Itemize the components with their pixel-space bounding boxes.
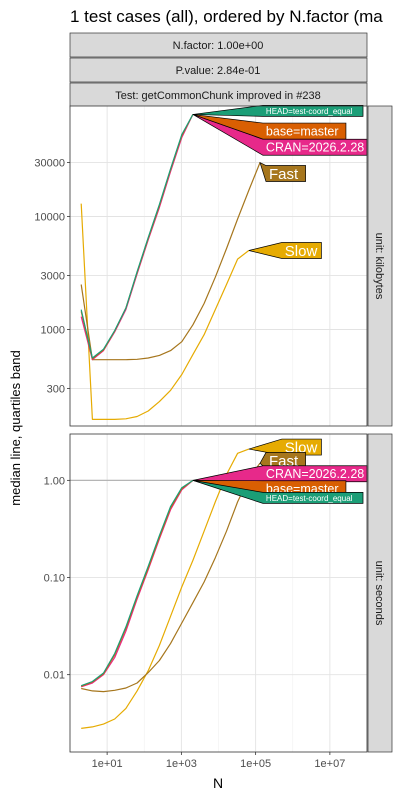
direct-label-slow: Slow [285, 243, 318, 260]
direct-label-shape-head-test-coord-equal [192, 105, 364, 117]
y-axis-title: median line, quartiles band [8, 350, 23, 505]
direct-label-base-master: base=master [266, 125, 339, 139]
x-tick-label: 1e+05 [240, 758, 271, 770]
y-tick-label: 0.10 [44, 573, 65, 585]
panel-border [69, 105, 368, 427]
x-axis: 1e+01 1e+03 1e+05 1e+07 [92, 752, 345, 770]
facet-strip-label-seconds: unit: seconds [373, 561, 385, 626]
y-tick-label: 300 [47, 384, 65, 396]
series-group-kilobytes [80, 114, 261, 420]
direct-label-cran-2026-2-28: CRAN=2026.2.28 [266, 467, 364, 481]
y-tick-label: 0.01 [44, 670, 65, 682]
y-tick-label: 30000 [34, 158, 65, 170]
x-tick-label: 1e+01 [92, 758, 123, 770]
direct-label-cran-2026-2-28: CRAN=2026.2.28 [266, 141, 364, 155]
panel-kilobytes: 300 1000 3000 10000 30000 Slow Fast CRAN=2026.2… [34, 105, 393, 427]
series-line-head-test-coord-equal [80, 114, 194, 359]
series-line-head-test-coord-equal [80, 479, 194, 687]
strip-label-pvalue: P.value: 2.84e-01 [176, 65, 261, 77]
direct-label-shape-fast [259, 161, 306, 182]
facet-strip-kilobytes [367, 105, 393, 427]
direct-label-shape-slow [248, 242, 322, 259]
direct-label-shape-base-master [192, 114, 347, 140]
series-line-fast [81, 462, 261, 693]
direct-label-shape-head-test-coord-equal [192, 480, 364, 504]
y-tick-label: 1000 [41, 325, 65, 337]
strip-test: Test: getCommonChunk improved in #238 [69, 82, 368, 108]
direct-label-head-test-coord-equal: HEAD=test-coord_equal [266, 107, 353, 116]
y-tick-label: 3000 [41, 271, 65, 283]
panel-seconds: 0.010.101.00SlowFastCRAN=2026.2.28base=m… [44, 433, 393, 753]
panel-border [69, 433, 368, 753]
strip-nfactor: N.factor: 1.00e+00 [69, 32, 368, 58]
y-tick-label: 10000 [34, 211, 65, 223]
strip-label-nfactor: N.factor: 1.00e+00 [173, 40, 264, 52]
facet-strip-label-kilobytes: unit: kilobytes [373, 233, 385, 300]
strip-pvalue: P.value: 2.84e-01 [69, 57, 368, 83]
series-line-slow [80, 203, 250, 420]
facet-strip-seconds [367, 433, 393, 753]
y-tick-label: 1.00 [44, 475, 65, 487]
x-tick-label: 1e+03 [166, 758, 197, 770]
strip-label-test: Test: getCommonChunk improved in #238 [115, 90, 320, 102]
x-axis-title: N [213, 775, 223, 791]
series-line-cran-2026-2-28 [81, 479, 194, 688]
direct-label-head-test-coord-equal: HEAD=test-coord_equal [266, 494, 353, 503]
chart-title: 1 test cases (all), ordered by N.factor … [70, 7, 383, 26]
x-tick-label: 1e+07 [314, 758, 345, 770]
series-line-fast [80, 162, 261, 361]
direct-label-fast: Fast [269, 166, 299, 183]
